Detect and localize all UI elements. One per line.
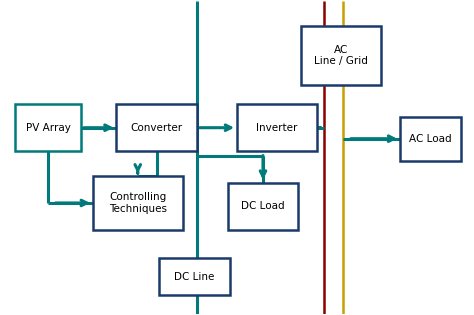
Text: PV Array: PV Array <box>26 123 71 133</box>
FancyBboxPatch shape <box>400 117 462 161</box>
FancyBboxPatch shape <box>93 176 182 230</box>
FancyBboxPatch shape <box>301 26 381 85</box>
Text: AC Load: AC Load <box>410 134 452 144</box>
Text: Converter: Converter <box>131 123 182 133</box>
Text: Inverter: Inverter <box>256 123 298 133</box>
FancyBboxPatch shape <box>15 104 81 151</box>
Text: Controlling
Techniques: Controlling Techniques <box>109 192 167 214</box>
FancyBboxPatch shape <box>159 258 230 295</box>
Text: DC Load: DC Load <box>241 201 285 211</box>
FancyBboxPatch shape <box>117 104 197 151</box>
Text: DC Line: DC Line <box>174 272 215 282</box>
FancyBboxPatch shape <box>237 104 318 151</box>
FancyBboxPatch shape <box>228 183 299 230</box>
Text: AC
Line / Grid: AC Line / Grid <box>314 45 368 66</box>
